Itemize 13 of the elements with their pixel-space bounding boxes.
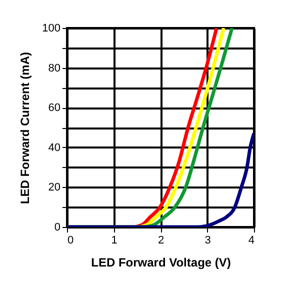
y-tick-label: 0 <box>54 222 60 234</box>
y-tick-label: 80 <box>48 62 60 74</box>
y-tick-label: 100 <box>42 22 60 34</box>
x-axis-title: LED Forward Voltage (V) <box>91 256 231 270</box>
x-tick-label: 3 <box>204 234 211 246</box>
y-axis-title: LED Forward Current (mA) <box>18 52 32 204</box>
x-tick-label: 2 <box>158 234 164 246</box>
y-tick-label: 20 <box>48 182 60 194</box>
y-tick-label: 60 <box>48 102 60 114</box>
y-tick-label: 40 <box>48 142 60 154</box>
x-tick-label: 1 <box>111 234 118 246</box>
x-tick-label: 0 <box>68 234 74 246</box>
x-tick-label: 4 <box>248 234 254 246</box>
